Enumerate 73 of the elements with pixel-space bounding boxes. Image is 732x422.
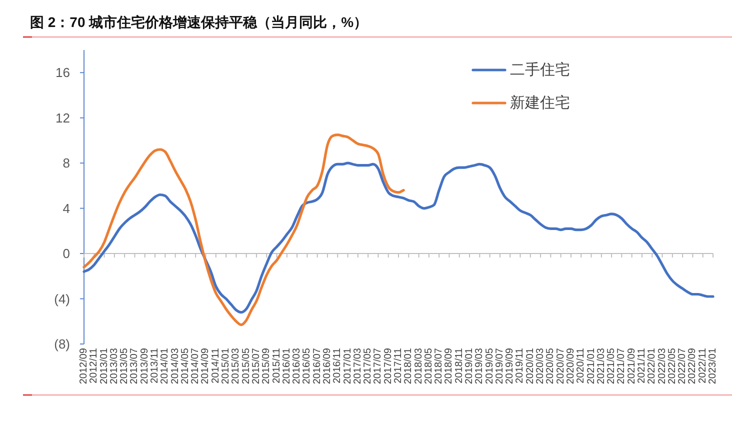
x-tick-label: 2021/07 xyxy=(616,348,628,384)
x-tick-label: 2022/01 xyxy=(646,348,658,384)
x-tick-label: 2016/09 xyxy=(322,348,333,384)
x-tick-label: 2022/11 xyxy=(697,348,708,384)
x-tick-label: 2015/01 xyxy=(220,348,232,384)
x-tick-label: 2014/05 xyxy=(180,348,191,384)
x-tick-label: 2023/01 xyxy=(708,348,718,384)
x-tick-label: 2020/01 xyxy=(524,348,536,384)
x-tick-label: 2013/07 xyxy=(129,348,140,384)
legend-label: 二手住宅 xyxy=(510,62,570,78)
x-tick-label: 2014/07 xyxy=(190,348,202,384)
x-tick-label: 2014/01 xyxy=(160,348,171,384)
x-tick-label: 2016/07 xyxy=(312,348,323,384)
x-tick-label: 2020/05 xyxy=(545,348,556,384)
x-tick-label: 2015/07 xyxy=(250,348,262,384)
x-tick-label: 2018/07 xyxy=(434,348,445,384)
x-tick-label: 2022/09 xyxy=(687,348,698,384)
y-tick-label: 4 xyxy=(62,200,70,216)
y-tick-label: (4) xyxy=(54,291,70,306)
x-tick-label: 2016/11 xyxy=(332,348,344,384)
x-tick-label: 2016/01 xyxy=(281,348,292,384)
x-tick-label: 2013/11 xyxy=(150,348,161,384)
x-tick-label: 2015/11 xyxy=(271,348,282,384)
x-tick-label: 2012/11 xyxy=(88,348,100,384)
x-tick-label: 2019/09 xyxy=(504,348,516,384)
x-tick-label: 2014/03 xyxy=(170,348,181,384)
x-tick-label: 2015/09 xyxy=(261,348,272,384)
chart-title: 图 2：70 城市住宅价格增速保持平稳（当月同比，%） xyxy=(30,14,368,30)
x-tick-label: 2017/11 xyxy=(393,348,404,384)
x-tick-label: 2019/01 xyxy=(464,348,476,384)
x-tick-label: 2017/05 xyxy=(362,348,374,384)
x-tick-label: 2022/05 xyxy=(666,348,678,384)
x-tick-label: 2013/01 xyxy=(98,348,110,384)
x-tick-label: 2020/09 xyxy=(565,348,576,384)
x-tick-label: 2019/03 xyxy=(474,348,486,384)
x-tick-label: 2022/03 xyxy=(656,348,668,384)
x-tick-label: 2012/09 xyxy=(78,348,90,384)
x-tick-label: 2016/03 xyxy=(292,348,303,384)
x-tick-label: 2018/03 xyxy=(413,348,424,384)
x-tick-label: 2022/07 xyxy=(677,348,688,384)
x-tick-label: 2017/07 xyxy=(372,348,384,384)
x-tick-label: 2020/11 xyxy=(576,348,587,384)
x-tick-label: 2018/09 xyxy=(444,348,455,384)
x-tick-label: 2015/03 xyxy=(230,348,242,384)
x-tick-label: 2017/09 xyxy=(382,348,394,384)
x-tick-label: 2017/01 xyxy=(342,348,354,384)
x-tick-label: 2017/03 xyxy=(352,348,364,384)
x-tick-label: 2019/07 xyxy=(494,348,506,384)
x-tick-label: 2015/05 xyxy=(240,348,252,384)
x-tick-label: 2021/11 xyxy=(636,348,648,384)
y-tick-label: 0 xyxy=(62,246,70,262)
legend-label: 新建住宅 xyxy=(510,94,570,112)
y-tick-label: (8) xyxy=(54,336,70,352)
y-tick-label: 12 xyxy=(56,110,70,126)
x-tick-label: 2013/09 xyxy=(139,348,150,384)
x-tick-label: 2014/11 xyxy=(210,348,222,384)
x-tick-label: 2020/03 xyxy=(535,348,546,384)
x-tick-label: 2021/03 xyxy=(596,348,607,384)
x-tick-label: 2019/05 xyxy=(484,348,496,384)
y-tick-label: 8 xyxy=(62,156,70,171)
x-tick-label: 2021/05 xyxy=(606,348,618,384)
x-tick-label: 2020/07 xyxy=(555,348,566,384)
x-tick-label: 2021/01 xyxy=(586,348,597,384)
x-tick-label: 2018/05 xyxy=(423,348,434,384)
y-tick-label: 16 xyxy=(56,65,70,80)
x-tick-label: 2018/01 xyxy=(403,348,414,384)
x-tick-label: 2021/09 xyxy=(626,348,638,384)
x-tick-label: 2014/09 xyxy=(200,348,212,384)
x-tick-label: 2013/03 xyxy=(108,348,120,384)
x-tick-label: 2016/05 xyxy=(302,348,313,384)
x-tick-label: 2013/05 xyxy=(119,348,130,384)
x-tick-label: 2019/11 xyxy=(514,348,526,384)
x-tick-label: 2018/11 xyxy=(454,348,465,384)
